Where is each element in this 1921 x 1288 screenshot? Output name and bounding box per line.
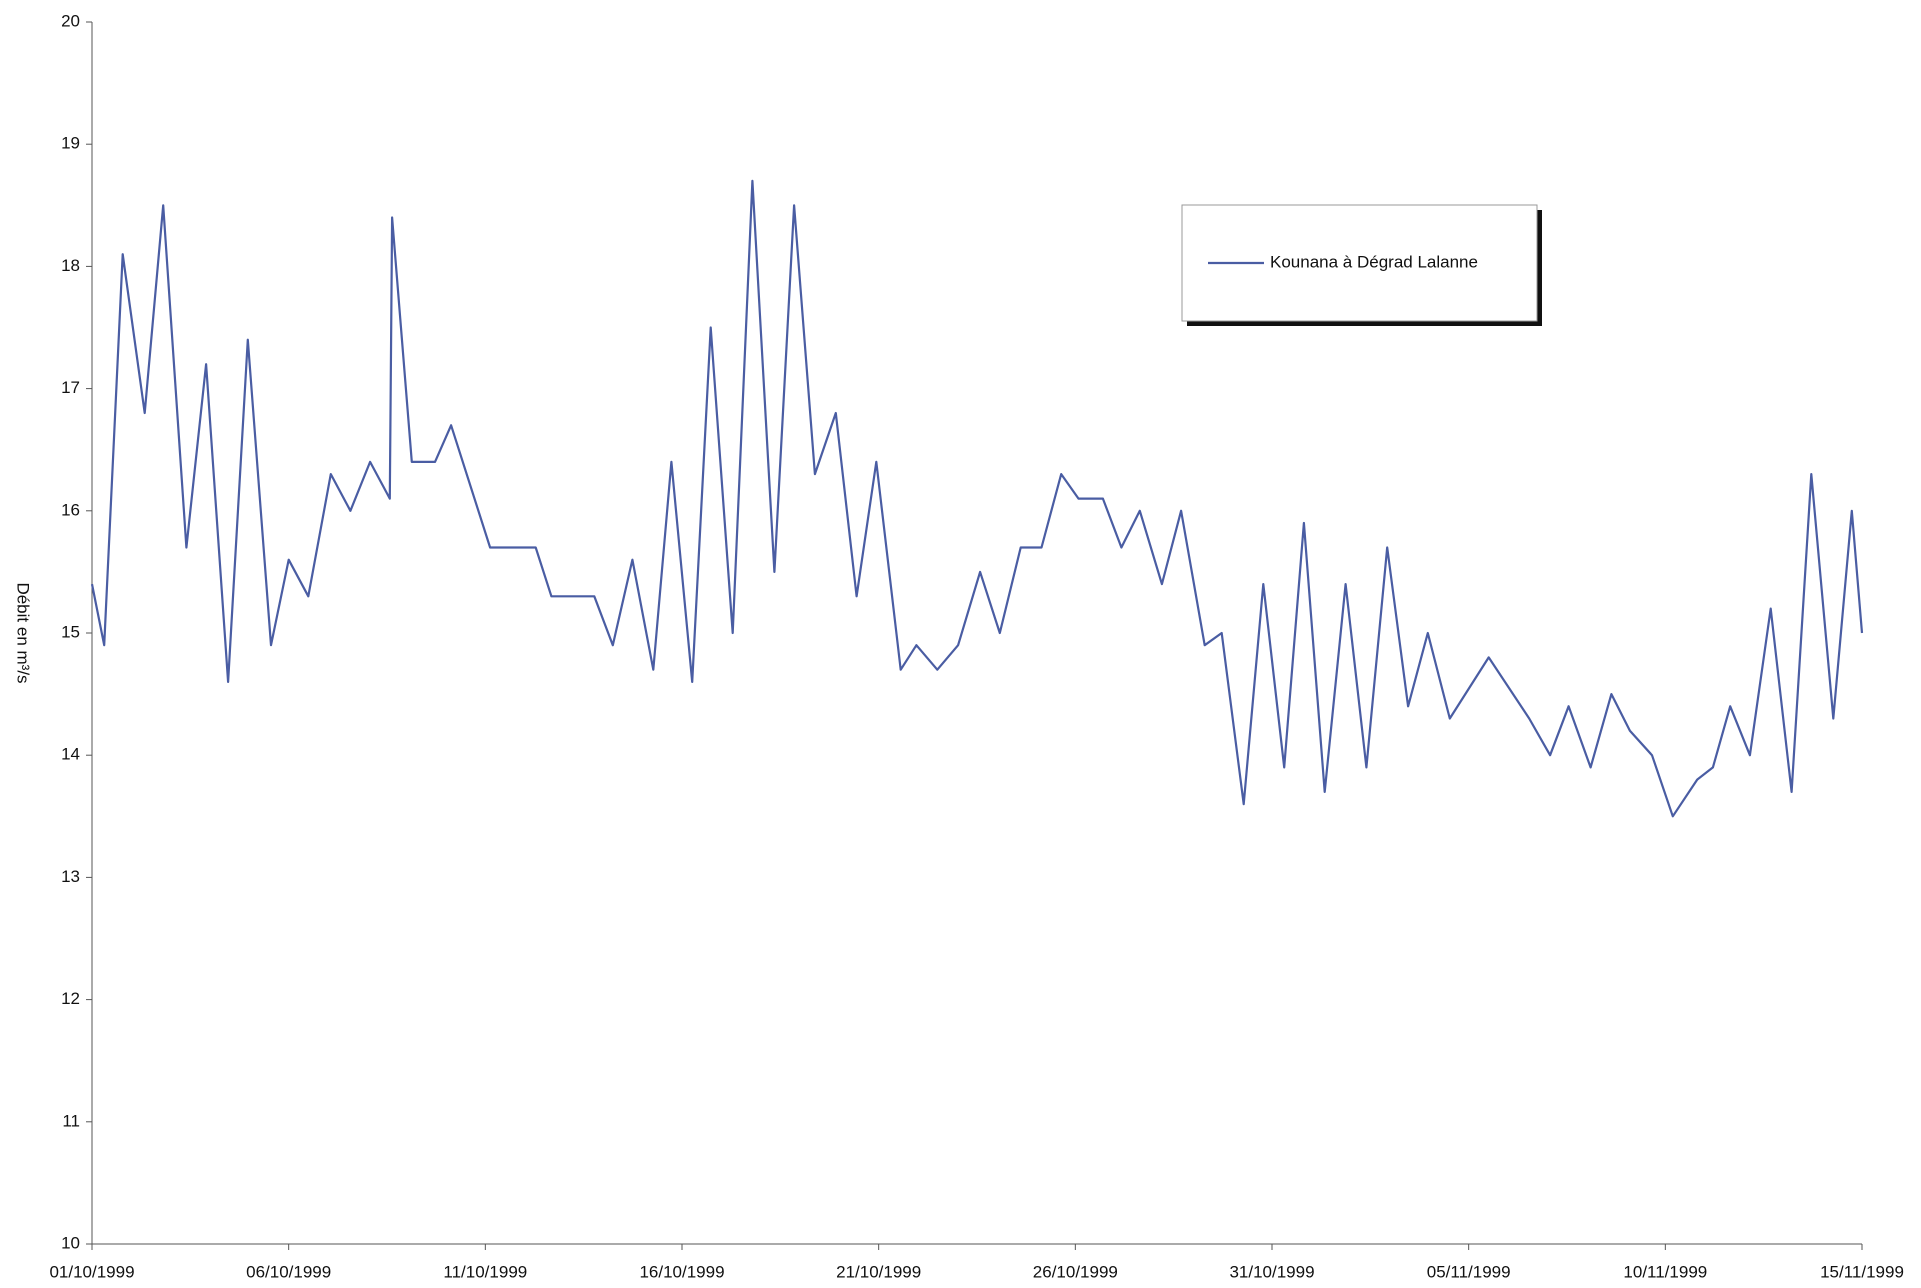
y-tick-label: 18 [61,256,80,275]
x-tick-label: 31/10/1999 [1229,1262,1314,1281]
y-tick-label: 13 [61,867,80,886]
x-tick-label: 10/11/1999 [1623,1262,1707,1281]
x-tick-label: 01/10/1999 [49,1262,134,1281]
y-tick-label: 16 [61,500,80,519]
x-tick-label: 06/10/1999 [246,1262,331,1281]
x-tick-label: 21/10/1999 [836,1262,921,1281]
x-tick-label: 05/11/1999 [1427,1262,1511,1281]
x-tick-label: 15/11/1999 [1820,1262,1904,1281]
y-tick-label: 20 [61,11,80,30]
y-axis-title: Débit en m³/s [14,582,33,683]
x-tick-label: 26/10/1999 [1033,1262,1118,1281]
y-tick-label: 14 [61,745,80,764]
data-line [90,179,1864,818]
y-tick-label: 17 [61,378,80,397]
x-tick-label: 16/10/1999 [639,1262,724,1281]
y-tick-label: 11 [62,1111,80,1130]
y-tick-label: 15 [61,622,80,641]
legend-label: Kounana à Dégrad Lalanne [1270,252,1478,271]
x-tick-label: 11/10/1999 [443,1262,527,1281]
y-tick-label: 19 [61,134,80,153]
y-tick-label: 12 [61,989,80,1008]
y-tick-label: 10 [61,1233,80,1252]
